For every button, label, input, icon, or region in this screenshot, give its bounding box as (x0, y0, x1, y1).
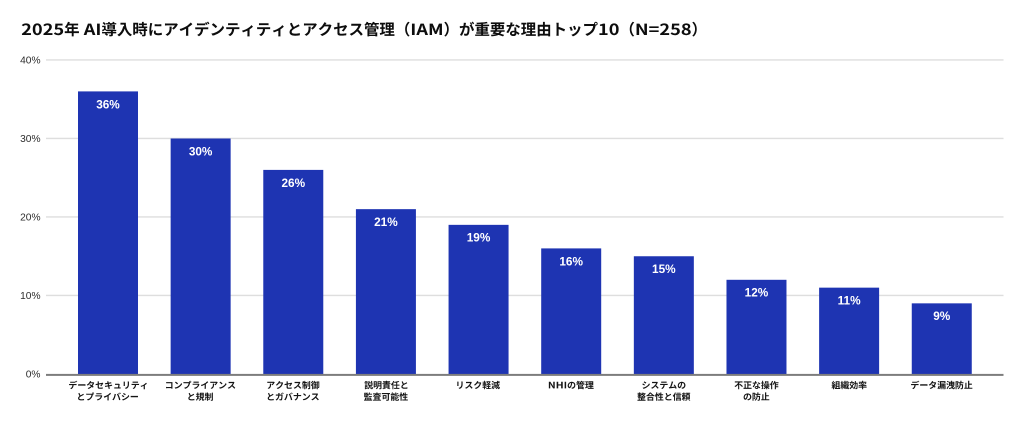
svg-text:19%: 19% (467, 231, 491, 245)
svg-text:10%: 10% (20, 291, 40, 302)
svg-text:40%: 40% (20, 55, 40, 66)
svg-text:30%: 30% (20, 134, 40, 145)
svg-text:20%: 20% (20, 212, 40, 223)
svg-text:36%: 36% (96, 97, 120, 111)
svg-text:16%: 16% (559, 254, 583, 268)
svg-text:21%: 21% (374, 215, 398, 229)
svg-text:30%: 30% (189, 144, 213, 158)
svg-text:0%: 0% (26, 369, 41, 380)
svg-text:11%: 11% (838, 294, 861, 308)
svg-text:9%: 9% (933, 309, 951, 323)
svg-text:26%: 26% (281, 176, 305, 190)
svg-text:12%: 12% (745, 286, 769, 300)
svg-text:15%: 15% (652, 262, 676, 276)
